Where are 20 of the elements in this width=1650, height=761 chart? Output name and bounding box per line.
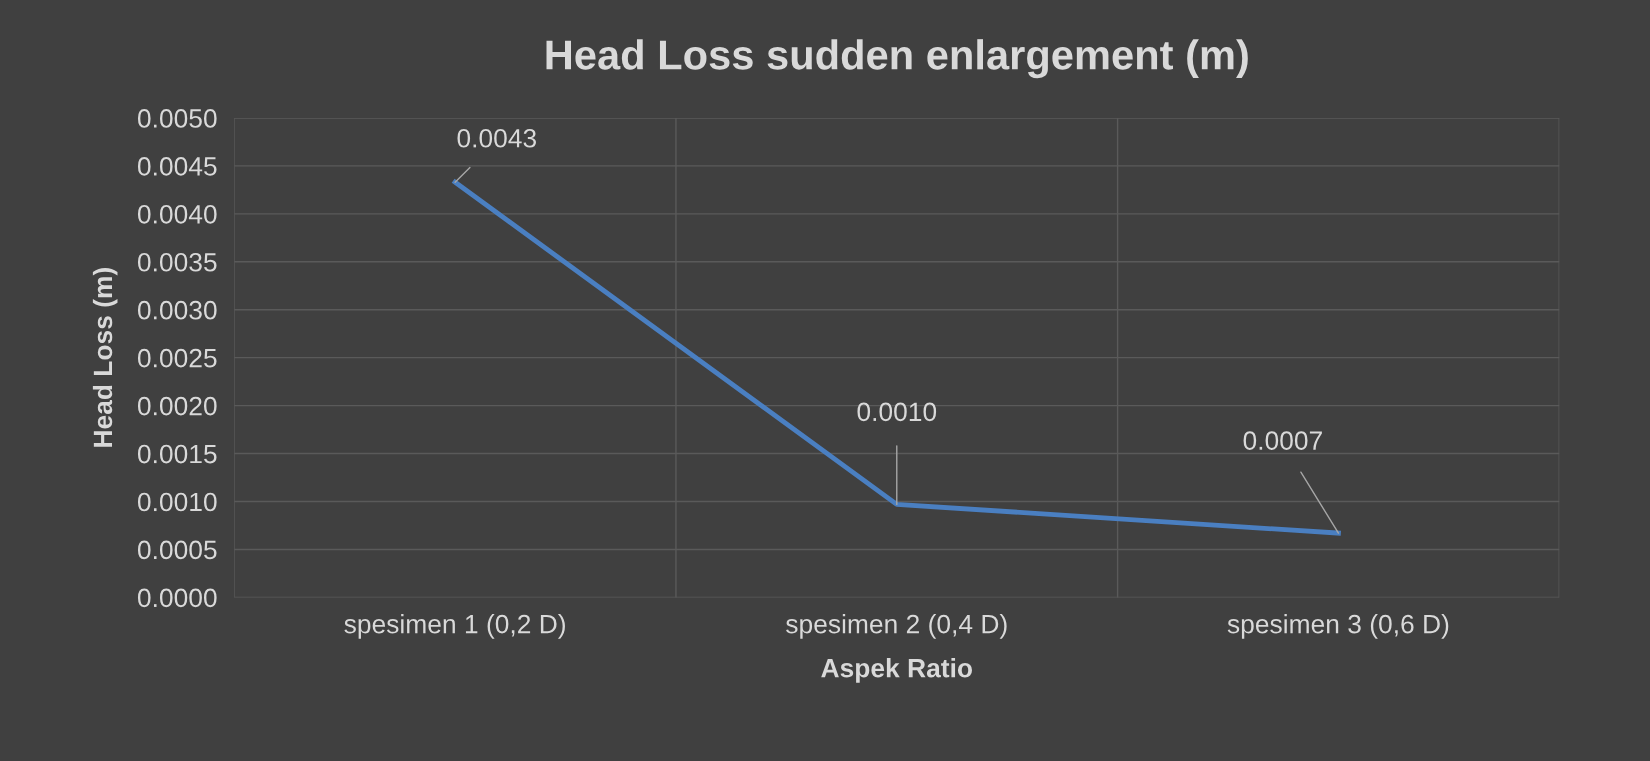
y-tick-label: 0.0020	[137, 396, 217, 416]
chart-title: Head Loss sudden enlargement (m)	[546, 39, 1248, 79]
x-tick-label: spesimen 3 (0,6 D)	[1227, 614, 1449, 639]
data-label: 0.0010	[857, 402, 937, 422]
data-label: 0.0007	[1243, 431, 1322, 450]
data-label: 0.0043	[457, 128, 536, 148]
y-tick-label: 0.0045	[137, 157, 217, 176]
y-tick-label: 0.0010	[137, 492, 217, 512]
y-tick-label: 0.0000	[137, 588, 217, 608]
y-tick-label: 0.0030	[137, 300, 217, 320]
y-tick-label: 0.0015	[137, 444, 217, 464]
y-tick-label: 0.0050	[137, 109, 217, 128]
x-tick-label: spesimen 2 (0,4 D)	[786, 614, 1007, 639]
y-axis-title: Head Loss (m)	[92, 268, 118, 447]
y-tick-label: 0.0035	[137, 252, 217, 272]
x-axis-title: Aspek Ratio	[821, 658, 972, 683]
y-tick-label: 0.0025	[137, 348, 217, 368]
y-tick-label: 0.0005	[137, 540, 217, 560]
y-tick-label: 0.0040	[137, 204, 217, 224]
x-tick-label: spesimen 1 (0,2 D)	[344, 614, 565, 639]
